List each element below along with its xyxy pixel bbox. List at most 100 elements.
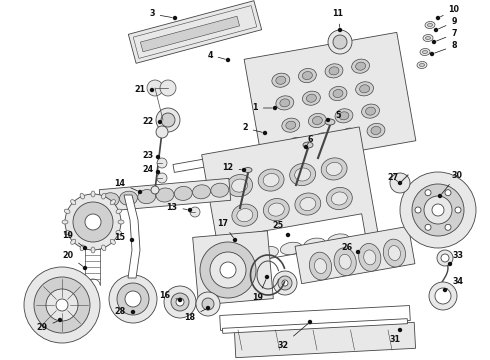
Ellipse shape [313, 117, 322, 125]
Circle shape [200, 242, 256, 298]
Circle shape [206, 306, 210, 310]
Ellipse shape [417, 62, 427, 68]
Circle shape [202, 298, 214, 310]
Text: 24: 24 [143, 166, 158, 175]
Ellipse shape [328, 234, 349, 246]
Ellipse shape [280, 242, 302, 255]
Circle shape [455, 207, 461, 213]
Ellipse shape [276, 96, 294, 110]
Ellipse shape [101, 193, 119, 207]
Ellipse shape [334, 248, 356, 276]
Text: 19: 19 [252, 280, 266, 302]
Circle shape [131, 310, 134, 314]
Circle shape [243, 168, 245, 171]
Circle shape [156, 171, 160, 174]
Circle shape [273, 271, 297, 295]
Ellipse shape [211, 183, 229, 197]
Ellipse shape [325, 119, 335, 125]
Ellipse shape [383, 239, 406, 267]
Circle shape [328, 30, 352, 54]
Polygon shape [141, 16, 240, 52]
Ellipse shape [326, 162, 342, 175]
Polygon shape [244, 32, 416, 168]
Text: 6: 6 [307, 135, 313, 145]
Ellipse shape [356, 82, 373, 96]
Circle shape [164, 286, 196, 318]
Ellipse shape [356, 62, 366, 70]
Ellipse shape [138, 190, 156, 204]
Ellipse shape [174, 186, 192, 201]
Text: 8: 8 [435, 41, 457, 53]
Polygon shape [244, 214, 367, 262]
Circle shape [357, 251, 360, 253]
Ellipse shape [295, 193, 321, 215]
Text: 2: 2 [242, 123, 262, 132]
Ellipse shape [329, 67, 339, 75]
Text: 19: 19 [63, 230, 83, 246]
Text: 31: 31 [390, 330, 400, 345]
Circle shape [161, 113, 175, 127]
Ellipse shape [232, 179, 247, 192]
Circle shape [448, 262, 451, 266]
Circle shape [278, 276, 292, 290]
Circle shape [390, 173, 410, 193]
Circle shape [441, 254, 449, 262]
Circle shape [156, 156, 160, 158]
Ellipse shape [302, 91, 320, 105]
Ellipse shape [344, 131, 354, 139]
Circle shape [24, 267, 100, 343]
Ellipse shape [419, 63, 424, 67]
Ellipse shape [300, 198, 316, 211]
Ellipse shape [64, 209, 70, 213]
Circle shape [226, 58, 229, 62]
Circle shape [339, 28, 342, 31]
Ellipse shape [427, 23, 433, 27]
Circle shape [139, 190, 142, 194]
Circle shape [326, 118, 329, 122]
Circle shape [282, 280, 288, 286]
Text: 17: 17 [218, 219, 233, 238]
Polygon shape [133, 6, 257, 58]
Circle shape [304, 145, 308, 148]
Circle shape [234, 238, 237, 242]
Text: 25: 25 [272, 220, 288, 235]
Polygon shape [295, 226, 415, 284]
Ellipse shape [227, 175, 252, 197]
Ellipse shape [120, 191, 138, 205]
Ellipse shape [371, 126, 381, 135]
Circle shape [196, 292, 220, 316]
Circle shape [437, 17, 440, 19]
Text: 32: 32 [277, 324, 308, 350]
Text: 1: 1 [252, 104, 272, 112]
Ellipse shape [306, 94, 317, 102]
Circle shape [73, 202, 113, 242]
Circle shape [156, 126, 168, 138]
Ellipse shape [366, 107, 375, 115]
Ellipse shape [367, 123, 385, 138]
Ellipse shape [291, 140, 301, 149]
Ellipse shape [91, 247, 95, 253]
Circle shape [433, 40, 436, 44]
Ellipse shape [237, 208, 253, 222]
Text: 10: 10 [441, 5, 460, 17]
Ellipse shape [309, 252, 332, 280]
Ellipse shape [420, 49, 430, 55]
Ellipse shape [276, 76, 286, 84]
Circle shape [125, 291, 141, 307]
Ellipse shape [341, 128, 358, 142]
Circle shape [34, 277, 90, 333]
Text: 7: 7 [437, 30, 457, 41]
Text: 20: 20 [62, 251, 83, 266]
Ellipse shape [269, 203, 284, 216]
Ellipse shape [118, 220, 124, 224]
Polygon shape [234, 322, 416, 358]
Circle shape [432, 204, 444, 216]
Text: 21: 21 [134, 85, 152, 94]
Text: 9: 9 [439, 18, 457, 29]
Polygon shape [99, 178, 231, 212]
Ellipse shape [389, 246, 400, 261]
Circle shape [83, 266, 87, 270]
Ellipse shape [339, 254, 351, 269]
Circle shape [398, 181, 401, 184]
Ellipse shape [298, 68, 317, 82]
